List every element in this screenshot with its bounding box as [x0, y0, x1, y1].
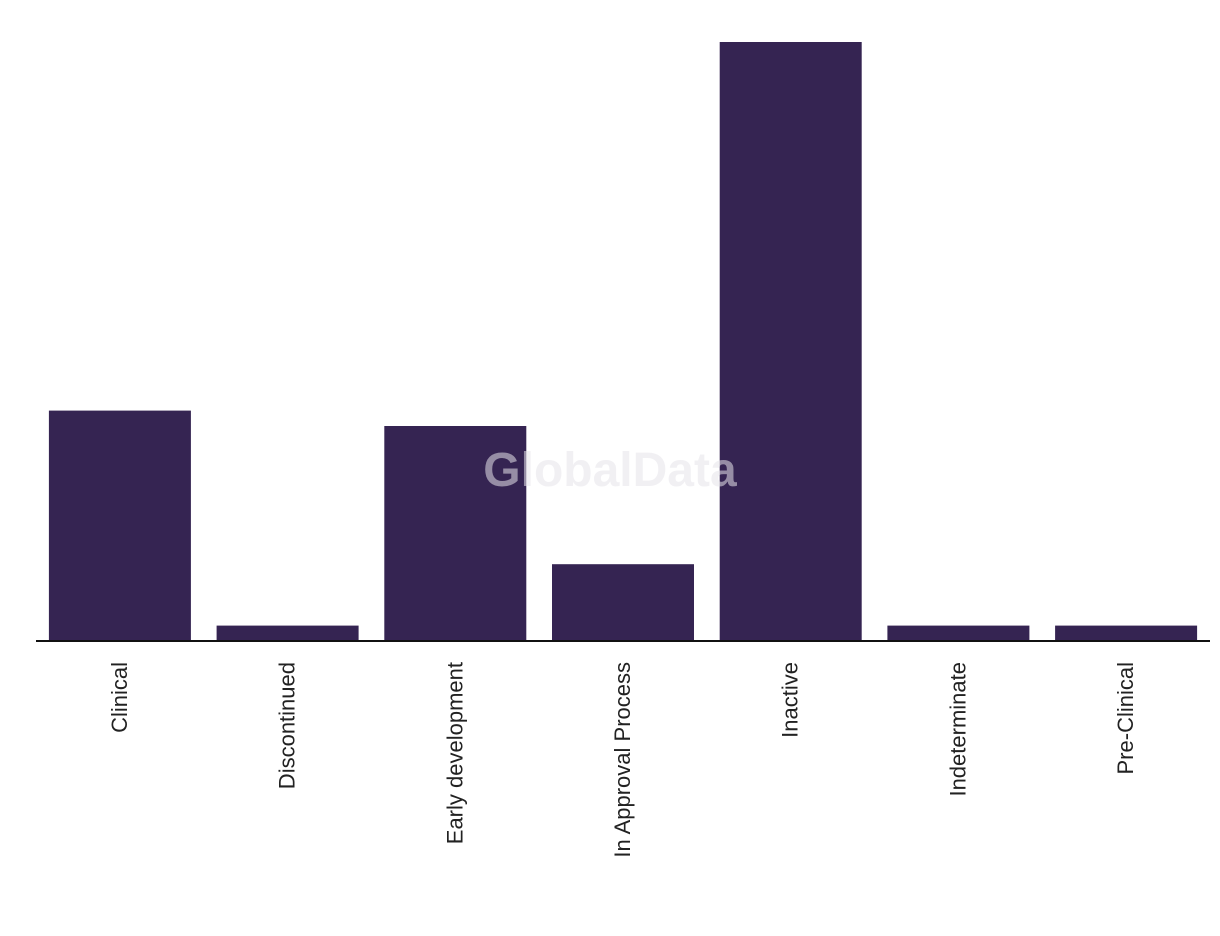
x-tick-label: Discontinued [275, 662, 300, 789]
bar-pre-clinical [1055, 625, 1198, 641]
x-tick-label: Clinical [107, 662, 132, 733]
x-tick-label: Indeterminate [945, 662, 970, 797]
x-tick-label: Inactive [778, 662, 803, 738]
bars-group [48, 42, 1198, 641]
bar-in-approval-process [552, 564, 694, 641]
x-tick-label: Pre-Clinical [1113, 662, 1138, 774]
bar-indeterminate [887, 625, 1030, 641]
bar-early-development [384, 426, 527, 641]
bar-inactive [719, 42, 862, 641]
bar-clinical [48, 410, 191, 641]
category-labels-group: Clinical Discontinued Early development In … [107, 662, 1138, 858]
watermark: GlobalData [483, 444, 737, 497]
x-tick-label: In Approval Process [610, 662, 635, 858]
x-tick-label: Early development [442, 662, 467, 844]
bar-discontinued [216, 625, 359, 641]
